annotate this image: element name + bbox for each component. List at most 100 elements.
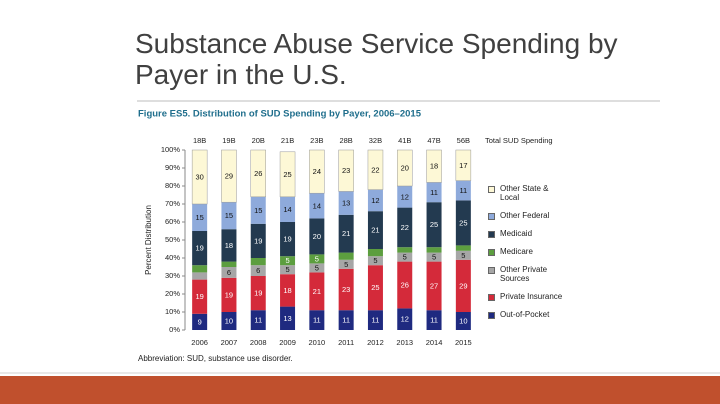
bar-segment	[280, 222, 296, 257]
bar-segment	[309, 254, 325, 264]
legend-item: Private Insurance	[488, 292, 566, 301]
value-label: 23	[342, 285, 350, 294]
legend-swatch	[488, 231, 495, 238]
bar-segment	[279, 151, 296, 198]
y-tick-label: 50%	[165, 235, 180, 244]
value-label: 5	[315, 263, 319, 272]
total-label: 18B	[193, 136, 206, 145]
x-tick-label: 2012	[367, 338, 384, 347]
bar-segment	[426, 261, 442, 311]
value-label: 11	[372, 316, 380, 325]
legend-item: Medicare	[488, 247, 566, 256]
note: Abbreviation: SUD, substance use disorde…	[138, 354, 293, 363]
bar-segment	[397, 252, 413, 262]
legend-item: Out-of-Pocket	[488, 310, 566, 319]
legend-label: Other Federal	[500, 211, 550, 220]
value-label: 25	[283, 170, 291, 179]
total-label: 21B	[281, 136, 294, 145]
x-tick-label: 2008	[250, 338, 267, 347]
bar-segment	[367, 265, 383, 311]
value-label: 10	[459, 316, 467, 325]
value-label: 19	[254, 236, 262, 245]
total-label: 56B	[457, 136, 470, 145]
value-label: 19	[254, 289, 262, 298]
bar-segment	[250, 258, 266, 266]
value-label: 30	[195, 172, 203, 181]
value-label: 13	[283, 314, 291, 323]
value-label: 5	[285, 256, 289, 265]
bar-segment	[250, 223, 266, 258]
legend-item: Medicaid	[488, 229, 566, 238]
value-label: 11	[342, 316, 350, 325]
bar-segment	[280, 196, 296, 222]
value-label: 14	[283, 205, 291, 214]
value-label: 9	[198, 317, 202, 326]
bar-segment	[192, 265, 208, 273]
value-label: 5	[403, 253, 407, 262]
bar-segment	[250, 265, 266, 276]
legend-swatch	[488, 249, 495, 256]
bar-segment	[426, 182, 442, 203]
value-label: 11	[313, 316, 321, 325]
value-label: 26	[254, 169, 262, 178]
bar-segment	[338, 191, 354, 215]
value-label: 5	[461, 251, 465, 260]
bar-segment	[426, 202, 442, 248]
bar-segment	[221, 202, 237, 230]
bar-segment	[397, 186, 413, 208]
bar-segment	[455, 245, 471, 251]
legend-swatch	[488, 294, 495, 301]
bar-segment	[192, 231, 208, 266]
footer-band	[0, 376, 720, 404]
title-box: Substance Abuse Service Spending by Paye…	[135, 28, 618, 90]
bar-segment	[455, 250, 471, 260]
bar-segment	[455, 200, 471, 246]
bar-segment	[280, 265, 296, 275]
bar-segment	[338, 310, 354, 330]
legend: Other State & Local Other Federal Medicaid…	[488, 184, 566, 319]
bar-segment	[455, 259, 471, 312]
x-tick-label: 2006	[191, 338, 208, 347]
total-label: 23B	[310, 136, 323, 145]
value-label: 27	[430, 281, 438, 290]
y-tick-label: 70%	[165, 199, 180, 208]
legend-label: Medicare	[500, 247, 533, 256]
value-label: 15	[225, 211, 233, 220]
total-label: 47B	[427, 136, 440, 145]
bar-segment	[221, 149, 237, 203]
bar-segment	[367, 249, 383, 257]
x-tick-label: 2015	[455, 338, 472, 347]
bar-segment	[309, 218, 325, 255]
bar-segment	[397, 207, 413, 248]
bar-segment	[426, 310, 442, 330]
x-tick-label: 2014	[426, 338, 443, 347]
value-label: 11	[459, 186, 467, 195]
value-label: 20	[401, 163, 409, 172]
bar-segment	[367, 211, 383, 249]
y-tick-label: 80%	[165, 181, 180, 190]
value-label: 5	[285, 265, 289, 274]
value-label: 25	[430, 220, 438, 229]
x-tick-label: 2007	[221, 338, 238, 347]
bar-segment	[397, 247, 413, 253]
bar-segment	[426, 149, 442, 183]
bar-segment	[455, 149, 472, 181]
bar-segment	[250, 149, 266, 198]
bar-segment	[397, 308, 413, 330]
value-label: 23	[342, 166, 350, 175]
x-tick-label: 2011	[338, 338, 354, 347]
value-label: 12	[371, 196, 379, 205]
value-label: 11	[254, 316, 262, 325]
total-label: 32B	[369, 136, 382, 145]
value-label: 25	[371, 283, 379, 292]
value-label: 5	[373, 256, 377, 265]
bar-segment	[455, 180, 471, 201]
total-label: 20B	[252, 136, 265, 145]
bar-segment	[192, 272, 208, 280]
legend-label: Other State & Local	[500, 184, 549, 202]
bar-segment	[367, 256, 383, 266]
value-label: 6	[227, 268, 231, 277]
legend-item: Other Private Sources	[488, 265, 566, 283]
value-label: 18	[430, 162, 438, 171]
x-tick-label: 2009	[279, 338, 296, 347]
